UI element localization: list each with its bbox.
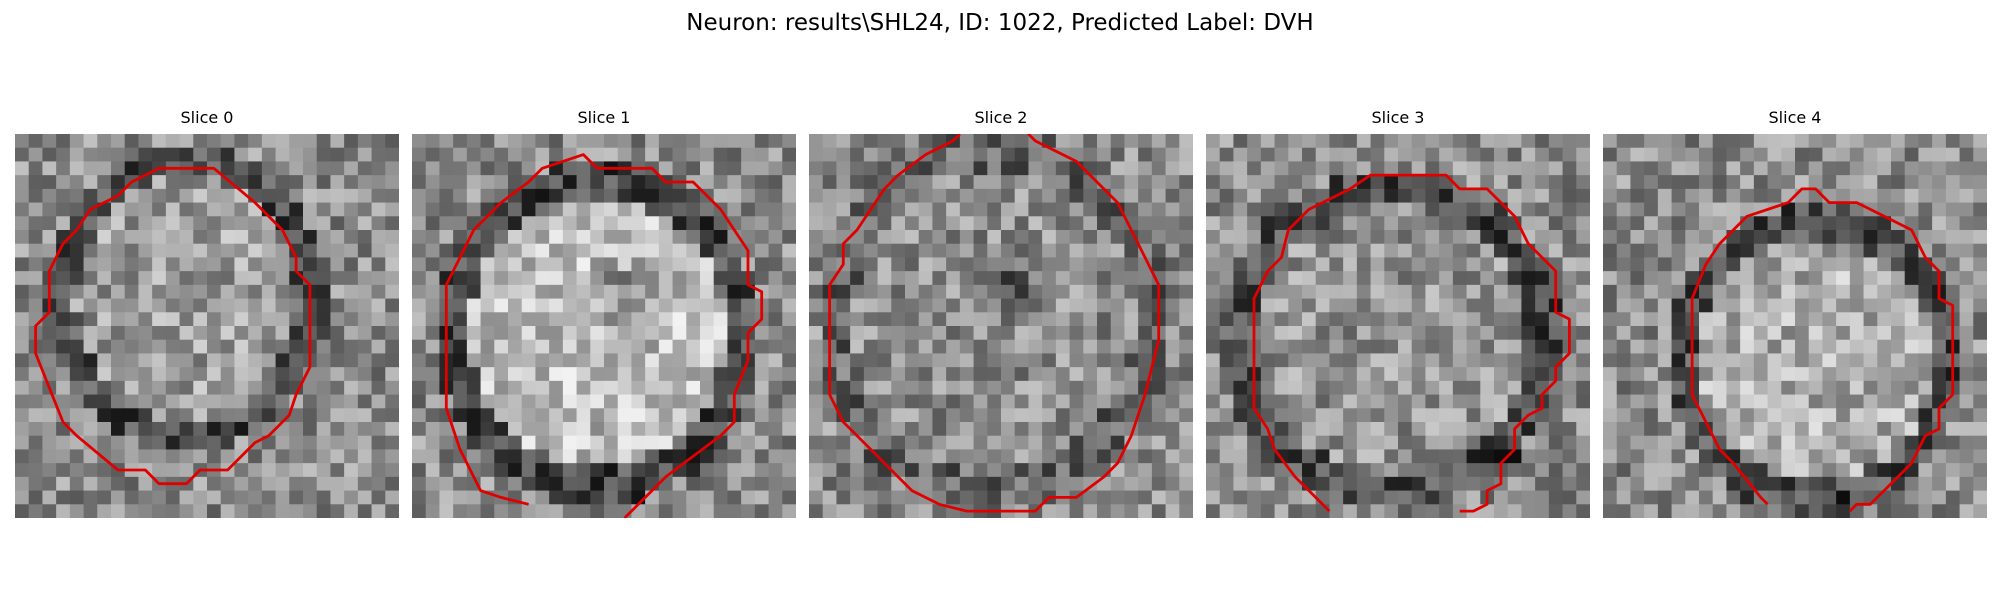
cell-contour: [34, 166, 312, 486]
cell-contour: [1252, 173, 1571, 513]
slice-title-3: Slice 3: [1371, 108, 1425, 127]
slice-title-0: Slice 0: [180, 108, 234, 127]
slice-panel-1: Slice 1: [412, 108, 796, 518]
figure-title: Neuron: results\SHL24, ID: 1022, Predict…: [686, 10, 1314, 36]
slice-panel-0: Slice 0: [15, 108, 399, 518]
slice-title-4: Slice 4: [1768, 108, 1822, 127]
slice-image-3: [1206, 134, 1590, 518]
slice-image-1: [412, 134, 796, 518]
cell-contour: [444, 153, 764, 518]
slice-panel-4: Slice 4: [1603, 108, 1987, 518]
slice-title-2: Slice 2: [974, 108, 1028, 127]
slice-image-0: [15, 134, 399, 518]
slice-panel-3: Slice 3: [1206, 108, 1590, 518]
slice-title-1: Slice 1: [577, 108, 631, 127]
cell-contour: [1690, 187, 1955, 513]
slice-panel-2: Slice 2: [809, 108, 1193, 518]
slice-image-2: [809, 134, 1193, 518]
cell-contour: [828, 134, 1161, 513]
slice-image-4: [1603, 134, 1987, 518]
